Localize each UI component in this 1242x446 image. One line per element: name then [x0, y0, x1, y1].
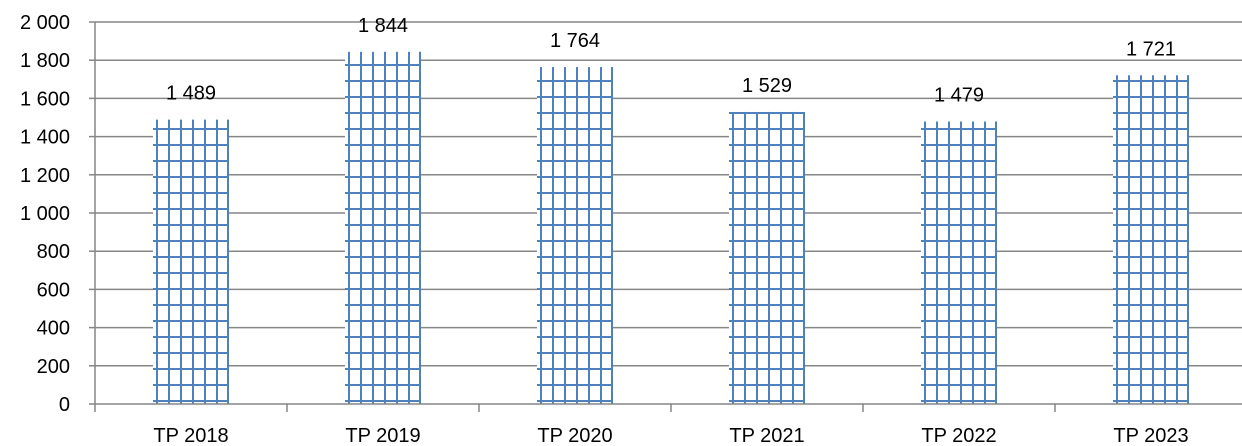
data-label: 1 479	[934, 85, 984, 107]
y-tick-label: 2 000	[20, 12, 70, 34]
data-label: 1 844	[358, 15, 408, 37]
x-tick-label: TP 2018	[153, 425, 228, 446]
y-tick-label: 1 800	[20, 50, 70, 72]
x-tick-label: TP 2022	[921, 425, 996, 446]
y-tick-label: 1 200	[20, 165, 70, 187]
y-tick-label: 1 600	[20, 88, 70, 110]
data-label: 1 529	[742, 75, 792, 97]
data-labels: 1 489 1 844 1 764 1 529 1 479 1 721	[166, 15, 1176, 107]
y-tick-label: 800	[37, 241, 70, 263]
bar-tp-2023	[1113, 75, 1189, 404]
data-label: 1 489	[166, 83, 216, 105]
y-tick-label: 1 400	[20, 127, 70, 149]
x-axis-tick-labels: TP 2018 TP 2019 TP 2020 TP 2021 TP 2022 TP 20…	[153, 425, 1188, 446]
y-tick-label: 0	[59, 394, 70, 416]
bar-tp-2020	[537, 67, 613, 405]
y-tick-label: 200	[37, 356, 70, 378]
data-label: 1 764	[550, 30, 600, 52]
y-tick-label: 400	[37, 318, 70, 340]
bars	[153, 51, 1189, 405]
bar-tp-2019	[345, 51, 421, 405]
bar-tp-2022	[921, 121, 997, 405]
y-axis-tick-labels: 0 200 400 600 800 1 000 1 200 1 400 1 600 1 800 2 …	[20, 12, 70, 416]
bar-tp-2021	[729, 111, 805, 404]
bar-tp-2018	[153, 119, 229, 404]
x-tick-label: TP 2023	[1113, 425, 1188, 446]
y-tick-label: 600	[37, 279, 70, 301]
x-tick-label: TP 2020	[537, 425, 612, 446]
x-tick-label: TP 2019	[345, 425, 420, 446]
axes	[89, 21, 1242, 412]
x-tick-label: TP 2021	[729, 425, 804, 446]
data-label: 1 721	[1126, 38, 1176, 60]
gridlines	[95, 21, 1242, 367]
y-tick-label: 1 000	[20, 203, 70, 225]
